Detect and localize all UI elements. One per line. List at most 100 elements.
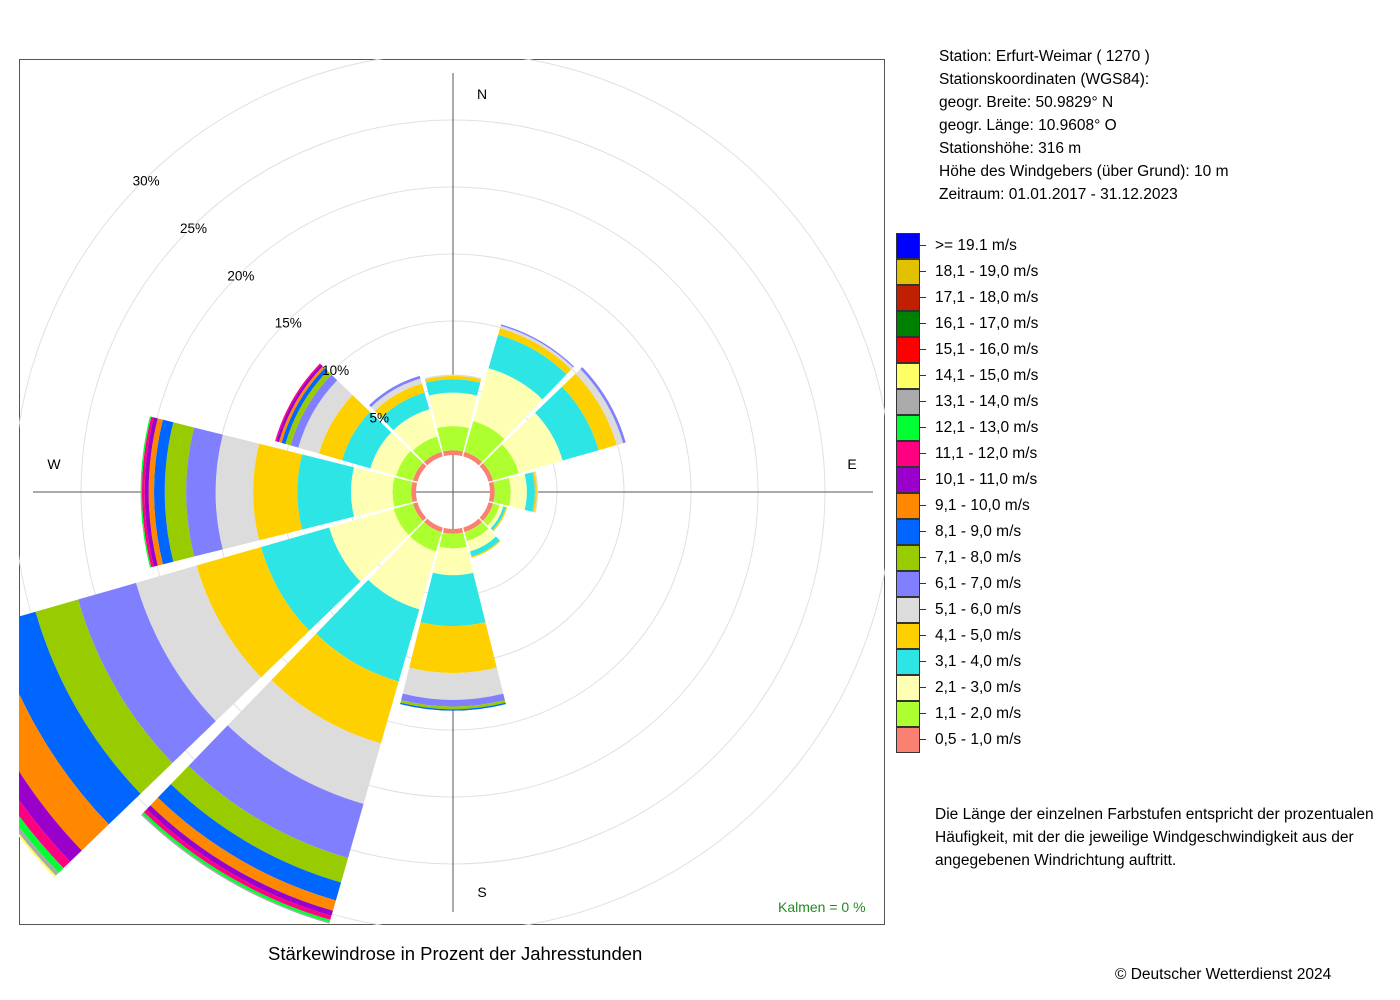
legend-label: 3,1 - 4,0 m/s <box>935 653 1022 670</box>
sector-segment <box>402 667 504 700</box>
sector-segment <box>318 395 370 461</box>
sector-segment <box>19 815 64 873</box>
sector-segment <box>400 702 506 711</box>
ring-label: 5% <box>369 410 389 425</box>
sector-segment <box>482 444 519 481</box>
sector-segment <box>370 378 422 411</box>
sector-segment <box>374 383 425 418</box>
sector-segment <box>425 379 481 396</box>
explanation-line: angegebenen Windrichtung auftritt. <box>935 852 1177 869</box>
sector-segment <box>140 416 152 568</box>
legend-tick <box>920 531 926 532</box>
legend-swatch <box>896 363 920 389</box>
legend-label: 17,1 - 18,0 m/s <box>935 289 1039 306</box>
sector-segment <box>488 481 495 503</box>
legend-tick <box>920 713 926 714</box>
legend-tick <box>920 505 926 506</box>
legend-swatch <box>896 467 920 493</box>
sector-segment <box>281 368 328 444</box>
station-line: Höhe des Windgebers (über Grund): 10 m <box>939 163 1229 180</box>
sector-segment <box>437 426 469 452</box>
legend-label: 2,1 - 3,0 m/s <box>935 679 1022 696</box>
legend-tick <box>920 349 926 350</box>
sector-segment <box>412 436 442 463</box>
station-info: Station: Erfurt-Weimar ( 1270 ) Stations… <box>939 45 1228 206</box>
sector-segment <box>463 518 482 533</box>
legend-tick <box>920 635 926 636</box>
legend-swatch <box>896 441 920 467</box>
sector-segment <box>424 374 482 380</box>
sector-segment <box>253 443 303 541</box>
sector-segment <box>442 450 464 457</box>
legend-label: 7,1 - 8,0 m/s <box>935 549 1022 566</box>
sector-segment <box>154 419 174 565</box>
sector-segment <box>396 450 424 481</box>
sector-segment <box>369 375 421 408</box>
legend-label: 12,1 - 13,0 m/s <box>935 419 1039 436</box>
legend-tick <box>920 427 926 428</box>
legend-swatch <box>896 285 920 311</box>
sector-segment <box>164 422 195 562</box>
sector-segment <box>471 540 501 558</box>
sector-segment <box>493 478 511 506</box>
sector-segment <box>19 611 141 825</box>
sector-segment <box>329 509 409 582</box>
sector-segment <box>186 427 223 557</box>
copyright: © Deutscher Wetterdienst 2024 <box>1115 966 1332 983</box>
sector-segment <box>188 725 364 858</box>
direction-label: N <box>477 86 487 102</box>
sector-segment <box>196 547 310 678</box>
sector-segment <box>135 565 262 722</box>
sector-segment <box>19 799 71 869</box>
sector-segment <box>432 546 474 576</box>
legend-label: >= 19.1 m/s <box>935 237 1017 254</box>
sector-segment <box>424 518 443 533</box>
sector-segment <box>473 368 543 439</box>
ring-label: 25% <box>180 221 207 236</box>
sector-segment <box>411 481 418 503</box>
legend-label: 6,1 - 7,0 m/s <box>935 575 1022 592</box>
sector-segment <box>424 451 443 466</box>
legend-label: 9,1 - 10,0 m/s <box>935 497 1030 514</box>
sector-segment <box>150 797 336 911</box>
ring-label: 15% <box>275 316 302 331</box>
sector-segment <box>442 527 464 534</box>
sector-segment <box>428 392 478 429</box>
ring-label: 10% <box>322 363 349 378</box>
sector-segment <box>381 392 430 431</box>
sector-segment <box>412 463 427 482</box>
legend-label: 0,5 - 1,0 m/s <box>935 731 1022 748</box>
legend-label: 4,1 - 5,0 m/s <box>935 627 1022 644</box>
sector-segment <box>467 528 496 552</box>
sector-segment <box>19 771 82 862</box>
sector-segment <box>278 366 325 443</box>
legend-swatch <box>896 519 920 545</box>
sector-segment <box>342 411 392 469</box>
sector-segment <box>502 412 563 474</box>
sector-segment <box>19 833 56 878</box>
sector-segment <box>412 502 427 521</box>
sector-segment <box>19 693 109 851</box>
sector-segment <box>439 532 467 549</box>
legend-swatch <box>896 259 920 285</box>
sector-segment <box>148 418 163 566</box>
legend-tick <box>920 323 926 324</box>
station-line: Stationskoordinaten (WGS84): <box>939 71 1150 88</box>
sector-segment <box>409 622 497 674</box>
ring-label: 30% <box>133 174 160 189</box>
legend-swatch <box>896 597 920 623</box>
legend-swatch <box>896 545 920 571</box>
sector-segment <box>78 582 216 763</box>
sector-segment <box>35 599 173 794</box>
sector-segment <box>464 521 489 542</box>
sector-segment <box>562 373 617 451</box>
sector-segment <box>479 502 494 521</box>
legend-swatch <box>896 233 920 259</box>
legend-swatch <box>896 571 920 597</box>
station-line: Station: Erfurt-Weimar ( 1270 ) <box>939 48 1150 65</box>
legend-label: 1,1 - 2,0 m/s <box>935 705 1022 722</box>
sector-segment <box>400 700 506 710</box>
legend-label: 11,1 - 12,0 m/s <box>935 445 1038 462</box>
sector-segment <box>580 367 626 444</box>
